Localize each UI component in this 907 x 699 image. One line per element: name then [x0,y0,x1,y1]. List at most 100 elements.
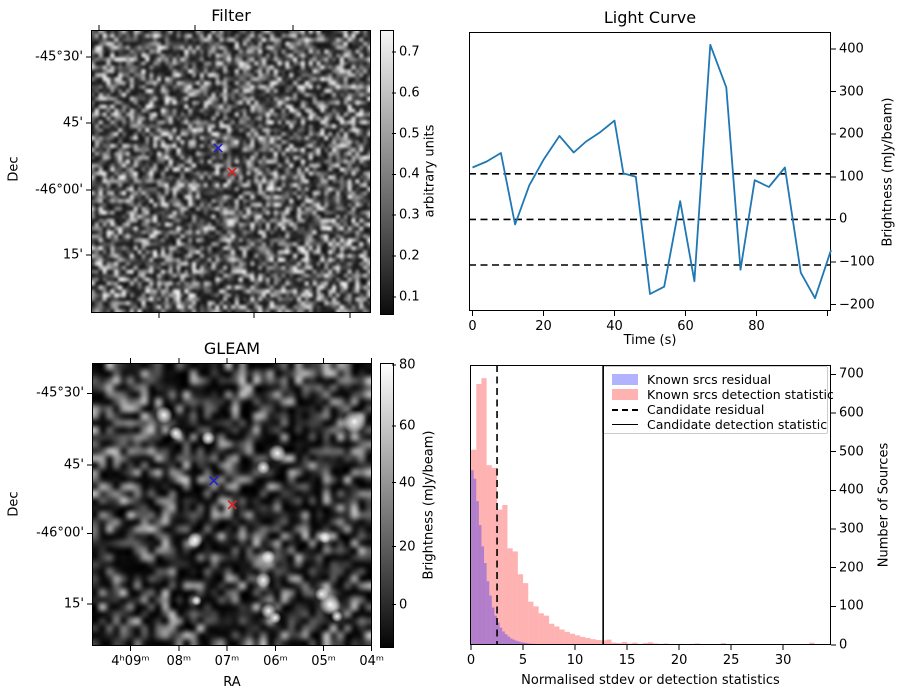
gleam-sky-image [92,363,372,646]
histogram-bar-detstat [616,643,622,645]
filter-ytick-label: -46°00' [35,182,83,198]
histogram-bar-detstat [523,583,529,645]
filter-colorbar-tick-label: 0.4 [399,166,420,182]
histogram-bar-detstat [559,629,565,645]
histogram-xtick-label: 20 [670,653,688,668]
histogram-xlabel: Normalised stdev or detection statistics [521,673,780,688]
histogram-bar-detstat [606,639,612,645]
histogram-xtick-label: 15 [618,653,636,668]
filter-ylabel: Dec [6,156,22,182]
histogram-legend: Known srcs residual Known srcs detection… [602,366,834,434]
histogram-bar-residual [491,607,495,645]
histogram-ytick-label: 100 [839,598,864,614]
histogram-bar-detstat [658,643,664,645]
histogram-bar-residual [510,638,513,645]
histogram-bar-residual [528,643,531,645]
gleam-xtick-label: 06ᵐ [263,654,288,669]
histogram-bar-detstat [502,505,508,645]
light-curve-ytick-label: 100 [839,169,864,185]
histogram-xtick-label: 30 [774,653,792,668]
filter-panel-title: Filter [211,6,251,25]
histogram-bar-detstat [642,643,648,645]
histogram-bar-residual [504,634,508,645]
histogram-bar-detstat [585,638,591,645]
histogram-bar-detstat [705,644,711,645]
histogram-bar-residual [497,622,500,645]
light-curve-title: Light Curve [603,8,697,27]
histogram-bar-detstat [491,467,498,645]
histogram-bar-detstat [627,643,633,645]
histogram-bar-detstat [590,639,596,645]
histogram-ytick-label: 200 [839,560,864,576]
histogram-bar-detstat [720,643,726,645]
legend-label: Known srcs detection statistic [647,387,834,402]
histogram-ytick-label: 400 [839,482,864,498]
histogram-bar-residual [478,525,482,645]
histogram-bar-residual [494,615,498,645]
histogram-ytick-label: 500 [839,444,864,460]
histogram-bar-detstat [736,644,742,645]
histogram-bar-detstat [564,631,570,645]
histogram-xtick-label: 25 [722,653,740,668]
gleam-xtick-label: 4ʰ09ᵐ [111,654,150,669]
histogram-bar-detstat [507,548,513,645]
gleam-xlabel: RA [223,675,241,690]
histogram-bar-detstat [580,636,586,645]
gleam-ytick-label: -46°00' [36,525,84,541]
gleam-panel-title: GLEAM [203,339,261,358]
histogram-bar-detstat [601,640,607,645]
filter-colorbar-label: arbitrary units [422,124,438,218]
filter-colorbar-tick-label: 0.6 [399,85,420,101]
histogram-bar-detstat [481,378,487,645]
light-curve-axes-frame [469,32,831,311]
histogram-bar-residual [517,641,521,645]
histogram-ylabel: Number of Sources [876,442,892,568]
histogram-bar-detstat [497,509,503,645]
legend-solid-line-key [612,424,638,425]
light-curve-ylabel: Brightness (mJy/beam) [880,97,896,247]
histogram-bar-residual [486,581,490,645]
histogram-bar-detstat [621,641,628,645]
histogram-bar-detstat [528,601,534,645]
histogram-bar-residual [533,643,537,645]
histogram-bar-detstat [611,642,617,645]
histogram-bar-detstat [679,643,685,645]
histogram-bar-detstat [699,644,706,645]
histogram-bar-detstat [632,642,638,645]
histogram-bar-detstat [647,642,654,645]
legend-label: Known srcs residual [647,372,772,387]
light-curve-ytick-label: −200 [839,297,875,313]
histogram-bar-detstat [751,644,758,645]
histogram-bar-detstat [694,643,700,645]
histogram-bar-detstat [486,465,492,645]
histogram-bar-detstat [533,606,539,645]
light-curve-xtick-label: 20 [535,319,552,334]
histogram-bar-detstat [725,644,732,645]
histogram-bar-residual [536,644,539,645]
filter-colorbar-tick-label: 0.7 [399,44,420,60]
histogram-bar-residual [525,643,529,645]
histogram-bar-detstat [715,644,721,645]
histogram-bar-detstat [710,644,716,645]
histogram-bar-detstat [543,615,550,645]
histogram-ytick-label: 300 [839,521,864,537]
legend-item-known-residual: Known srcs residual [612,372,818,387]
histogram-bar-detstat [809,642,815,645]
light-curve-xlabel: Time (s) [623,333,677,348]
gleam-xtick-label: 05ᵐ [311,654,336,669]
histogram-bar-detstat [668,644,674,645]
gleam-colorbar-tick-label: 80 [399,357,416,373]
legend-swatch-blue [612,374,638,385]
light-curve-ytick-label: 400 [839,41,864,57]
histogram-bar-detstat [569,633,576,645]
histogram-bar-residual [512,639,516,645]
light-curve-xtick-label: 80 [748,319,765,334]
legend-dashed-line-key [612,408,638,411]
light-curve-xtick-label: 0 [468,319,477,334]
histogram-bar-residual [473,478,477,645]
histogram-bar-residual [484,563,487,645]
histogram-bar-detstat [653,643,659,645]
light-curve-ytick-label: 0 [839,211,848,227]
legend-item-known-detstat: Known srcs detection statistic [612,387,834,402]
gleam-colorbar-tick-label: 40 [399,475,416,491]
